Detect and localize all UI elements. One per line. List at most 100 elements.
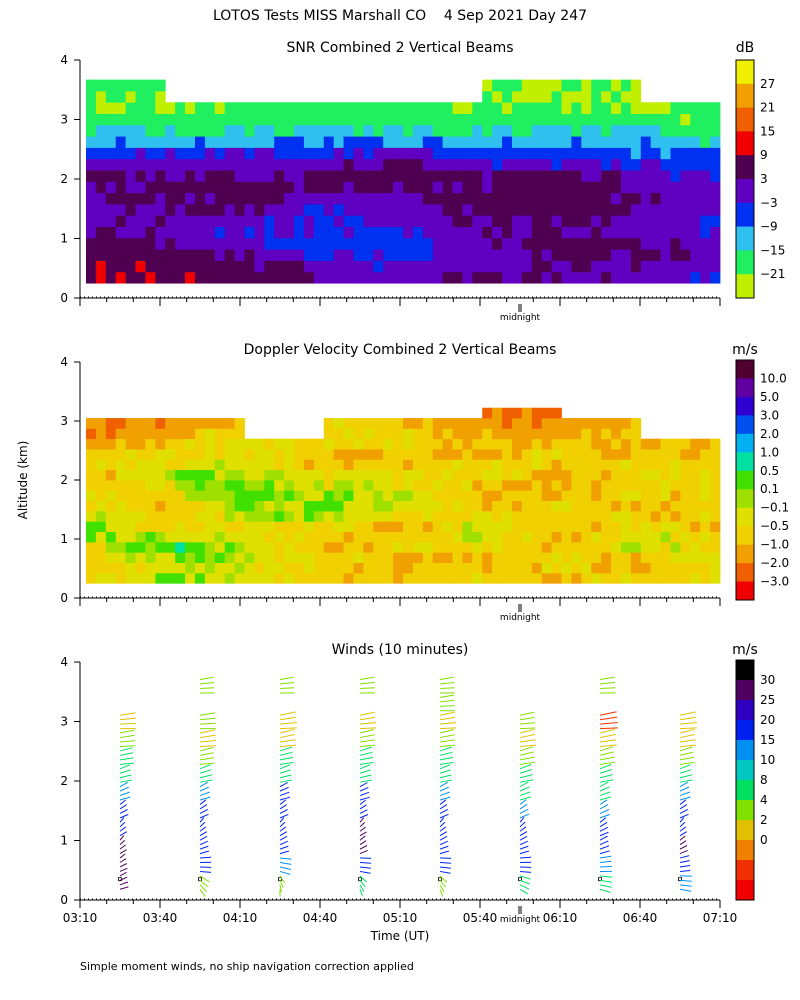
heatmap-cell xyxy=(690,113,701,126)
heatmap-cell xyxy=(601,521,612,533)
figure-ylabel: Altitude (km) xyxy=(16,441,30,520)
heatmap-cell xyxy=(343,192,354,205)
heatmap-cell xyxy=(412,438,424,450)
heatmap-cell xyxy=(284,521,295,533)
heatmap-cell xyxy=(165,192,176,205)
wind-barb xyxy=(439,676,455,681)
heatmap-cell xyxy=(511,531,523,543)
heatmap-cell xyxy=(353,418,364,429)
heatmap-cell xyxy=(313,158,325,171)
wind-barb xyxy=(199,687,215,689)
heatmap-cell xyxy=(442,500,453,512)
midnight-label: midnight xyxy=(500,915,541,925)
wind-barb xyxy=(199,752,214,756)
heatmap-cell xyxy=(551,407,562,419)
heatmap-cell xyxy=(373,237,384,250)
heatmap-cell xyxy=(690,192,701,205)
wind-barb xyxy=(359,845,368,850)
heatmap-cell xyxy=(105,459,117,471)
heatmap-cell xyxy=(145,192,156,205)
heatmap-cell xyxy=(640,215,652,228)
heatmap-cell xyxy=(234,136,245,148)
heatmap-cell xyxy=(620,215,632,228)
wind-barb xyxy=(679,860,690,864)
heatmap-cell xyxy=(492,147,503,160)
heatmap-cell xyxy=(125,170,136,182)
colorbar-units: m/s xyxy=(732,342,758,358)
heatmap-cell xyxy=(363,170,374,182)
wind-barb xyxy=(199,717,216,721)
heatmap-cell xyxy=(343,552,354,563)
heatmap-cell xyxy=(680,124,691,137)
wind-barb xyxy=(439,850,450,855)
heatmap-cell xyxy=(601,438,612,450)
heatmap-cell xyxy=(442,552,453,563)
heatmap-cell xyxy=(442,192,453,205)
heatmap-cell xyxy=(234,459,245,471)
heatmap-cell xyxy=(462,541,473,553)
heatmap-cell xyxy=(204,469,216,481)
heatmap-cell xyxy=(204,459,216,471)
wind-barb xyxy=(119,821,126,828)
heatmap-cell xyxy=(105,158,117,171)
heatmap-cell xyxy=(630,428,642,440)
heatmap-cell xyxy=(680,102,691,114)
heatmap-cell xyxy=(422,237,434,250)
heatmap-cell xyxy=(313,572,325,584)
heatmap-cell xyxy=(363,459,374,471)
wind-barb xyxy=(359,722,376,725)
wind-barb xyxy=(679,774,693,779)
heatmap-cell xyxy=(700,490,711,502)
colorbar-frame xyxy=(735,59,755,299)
heatmap-cell xyxy=(393,510,404,522)
heatmap-cell xyxy=(472,136,483,148)
heatmap-cell xyxy=(660,271,671,284)
heatmap-cell xyxy=(274,552,285,563)
heatmap-cell xyxy=(611,79,622,92)
heatmap-cell xyxy=(333,102,344,114)
heatmap-cell xyxy=(531,147,543,160)
heatmap-cell xyxy=(323,428,335,440)
heatmap-cell xyxy=(511,147,523,160)
heatmap-cell xyxy=(482,181,493,194)
heatmap-cell xyxy=(611,480,622,491)
heatmap-cell xyxy=(303,562,315,574)
wind-barb xyxy=(519,840,529,846)
heatmap-cell xyxy=(393,260,404,273)
heatmap-cell xyxy=(125,203,136,216)
heatmap-cell xyxy=(165,500,176,512)
heatmap-cell xyxy=(224,102,235,114)
wind-barb xyxy=(359,791,370,797)
heatmap-cell xyxy=(294,136,305,148)
heatmap-cell xyxy=(244,449,255,460)
heatmap-cell xyxy=(115,521,127,533)
heatmap-cell xyxy=(313,260,325,273)
heatmap-cell xyxy=(155,572,166,584)
y-tick-label: 1 xyxy=(60,834,68,848)
heatmap-cell xyxy=(264,113,275,126)
heatmap-cell xyxy=(155,490,166,502)
heatmap-cell xyxy=(244,469,255,481)
heatmap-cell xyxy=(680,572,691,584)
wind-barb xyxy=(279,862,292,865)
heatmap-cell xyxy=(462,449,473,460)
heatmap-cell xyxy=(670,552,681,563)
heatmap-cell xyxy=(710,541,721,553)
heatmap-cell xyxy=(620,521,632,533)
heatmap-cell xyxy=(630,510,642,522)
heatmap-cell xyxy=(175,438,186,450)
heatmap-cell xyxy=(194,552,206,563)
heatmap-cell xyxy=(125,459,136,471)
heatmap-cell xyxy=(323,521,335,533)
heatmap-cell xyxy=(145,237,156,250)
heatmap-cell xyxy=(521,215,533,228)
heatmap-cell xyxy=(561,226,572,239)
heatmap-cell xyxy=(581,271,592,284)
heatmap-cell xyxy=(403,192,414,205)
heatmap-cell xyxy=(165,510,176,522)
heatmap-cell xyxy=(571,215,582,228)
heatmap-cell xyxy=(254,510,265,522)
heatmap-cell xyxy=(95,249,107,261)
heatmap-cell xyxy=(611,490,622,502)
heatmap-cell xyxy=(561,428,572,440)
